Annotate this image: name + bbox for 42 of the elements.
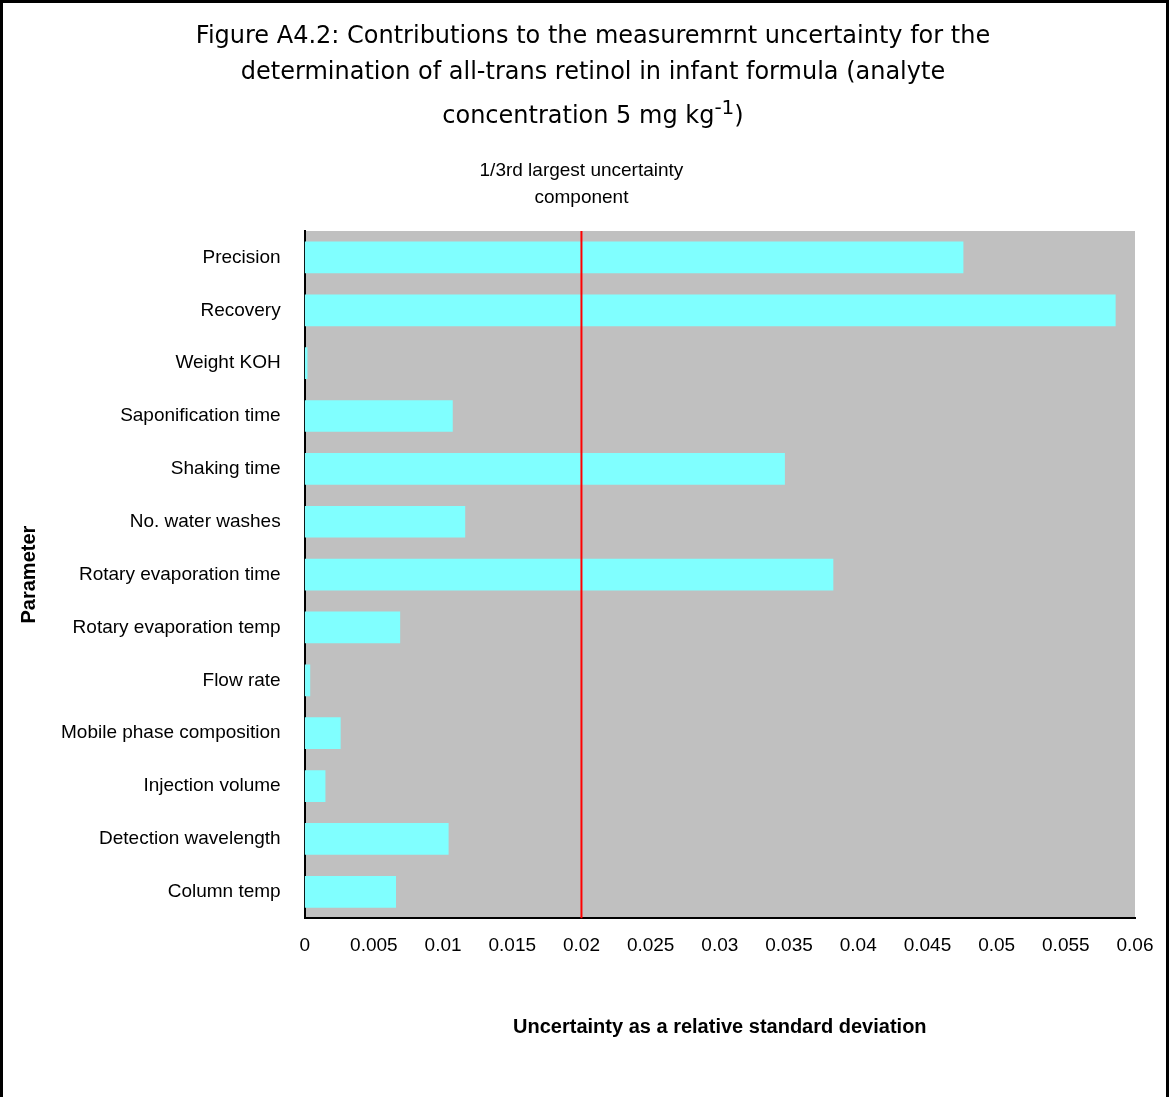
- x-tick-label: 0.05: [978, 933, 1016, 955]
- y-tick-label: Recovery: [200, 298, 282, 320]
- x-tick-label: 0.015: [488, 933, 537, 955]
- x-tick-label: 0.03: [701, 933, 739, 955]
- x-tick-label: 0.035: [765, 933, 813, 955]
- bar: [304, 875, 397, 908]
- bar: [304, 241, 964, 274]
- bar: [304, 505, 466, 538]
- bar: [304, 558, 834, 591]
- y-tick-label: Rotary evaporation temp: [72, 615, 281, 637]
- x-tick-label: 0.01: [424, 933, 462, 955]
- x-tick-label: 0.02: [562, 933, 600, 955]
- y-tick-label: Weight KOH: [175, 351, 281, 373]
- x-tick-label: 0: [299, 933, 310, 955]
- bar: [304, 453, 785, 485]
- y-tick-label: Saponification time: [120, 404, 281, 426]
- x-tick-label: 0.06: [1116, 933, 1154, 955]
- x-axis-title: Uncertainty as a relative standard deviation: [513, 1014, 927, 1037]
- y-tick-label: No. water washes: [129, 509, 281, 531]
- y-axis-title: Parameter: [16, 525, 39, 624]
- x-tick-label: 0.04: [839, 933, 878, 955]
- bar: [304, 823, 449, 855]
- y-tick-label: Detection wavelength: [99, 827, 281, 849]
- ref-line-label: 1/3rd largest uncertainty component: [479, 159, 684, 207]
- y-tick-label: Injection volume: [143, 774, 281, 796]
- bar: [304, 611, 401, 644]
- y-tick-label: Mobile phase composition: [60, 721, 281, 743]
- bar: [304, 770, 326, 802]
- y-tick-label: Rotary evaporation time: [78, 562, 281, 584]
- x-tick-label: 0.045: [903, 933, 952, 955]
- y-tick-label: Column temp: [167, 880, 281, 901]
- bar: [304, 400, 453, 432]
- x-tick-label: 0.055: [1042, 933, 1090, 955]
- x-tick-label: 0.025: [626, 933, 675, 955]
- bar: [304, 294, 1116, 327]
- y-tick-label: Shaking time: [170, 457, 281, 479]
- bar: [304, 717, 341, 750]
- chart-title: Figure A4.2: Contributions to the measuremrnt uncertainty for the determination of all-trans retinol in infant formula (analyte concentration 5 mg kg$^{-1}$): [194, 20, 992, 131]
- y-tick-label: Flow rate: [202, 668, 281, 690]
- bar: [304, 664, 311, 697]
- x-tick-label: 0.005: [350, 933, 398, 955]
- y-tick-label: Precision: [202, 245, 281, 267]
